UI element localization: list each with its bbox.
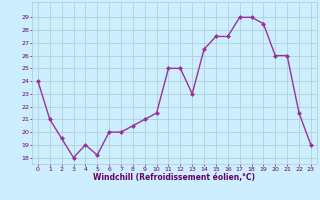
X-axis label: Windchill (Refroidissement éolien,°C): Windchill (Refroidissement éolien,°C)	[93, 173, 255, 182]
